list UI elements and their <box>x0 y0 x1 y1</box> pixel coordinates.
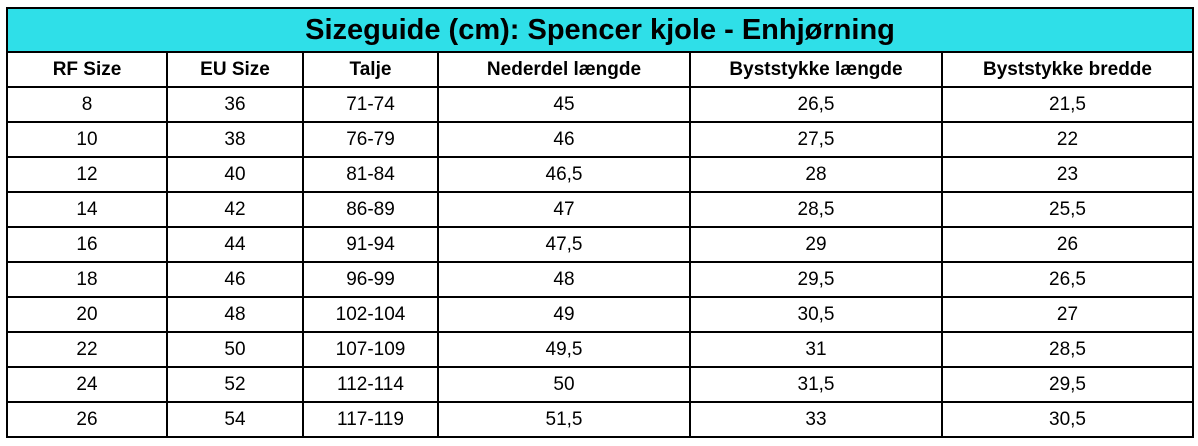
table-cell: 16 <box>6 226 168 263</box>
table-title: Sizeguide (cm): Spencer kjole - Enhjørni… <box>6 7 1194 53</box>
table-cell: 33 <box>689 401 943 438</box>
table-cell: 50 <box>437 366 691 403</box>
column-header: Nederdel længde <box>437 51 691 88</box>
table-cell: 102-104 <box>302 296 439 333</box>
column-header: Byststykke længde <box>689 51 943 88</box>
table-cell: 107-109 <box>302 331 439 368</box>
header-row: RF Size EU Size Talje Nederdel længde Bystst… <box>6 51 1194 88</box>
table-cell: 54 <box>166 401 304 438</box>
column-header: Byststykke bredde <box>941 51 1194 88</box>
table-cell: 27,5 <box>689 121 943 158</box>
table-cell: 31,5 <box>689 366 943 403</box>
table-cell: 26,5 <box>941 261 1194 298</box>
table-cell: 117-119 <box>302 401 439 438</box>
table-cell: 46,5 <box>437 156 691 193</box>
table-cell: 18 <box>6 261 168 298</box>
table-cell: 26,5 <box>689 86 943 123</box>
table-row: 12 40 81-84 46,5 28 23 <box>6 156 1194 193</box>
table-cell: 49,5 <box>437 331 691 368</box>
table-cell: 27 <box>941 296 1194 333</box>
table-cell: 45 <box>437 86 691 123</box>
table-cell: 28 <box>689 156 943 193</box>
table-cell: 51,5 <box>437 401 691 438</box>
table-cell: 25,5 <box>941 191 1194 228</box>
table-cell: 24 <box>6 366 168 403</box>
table-cell: 28,5 <box>941 331 1194 368</box>
table-cell: 29,5 <box>689 261 943 298</box>
table-row: 14 42 86-89 47 28,5 25,5 <box>6 191 1194 228</box>
table-row: 20 48 102-104 49 30,5 27 <box>6 296 1194 333</box>
table-cell: 48 <box>437 261 691 298</box>
table-cell: 91-94 <box>302 226 439 263</box>
table-row: 8 36 71-74 45 26,5 21,5 <box>6 86 1194 123</box>
table-cell: 81-84 <box>302 156 439 193</box>
table-cell: 26 <box>6 401 168 438</box>
table-cell: 76-79 <box>302 121 439 158</box>
table-cell: 21,5 <box>941 86 1194 123</box>
table-cell: 38 <box>166 121 304 158</box>
column-header: EU Size <box>166 51 304 88</box>
table-body: 8 36 71-74 45 26,5 21,5 10 38 76-79 46 27,5 22 12 40 8… <box>6 86 1194 438</box>
table-cell: 40 <box>166 156 304 193</box>
table-cell: 28,5 <box>689 191 943 228</box>
table-row: 16 44 91-94 47,5 29 26 <box>6 226 1194 263</box>
table-cell: 22 <box>6 331 168 368</box>
table-cell: 49 <box>437 296 691 333</box>
column-header: Talje <box>302 51 439 88</box>
table-cell: 10 <box>6 121 168 158</box>
table-cell: 36 <box>166 86 304 123</box>
table-row: 26 54 117-119 51,5 33 30,5 <box>6 401 1194 438</box>
table-cell: 31 <box>689 331 943 368</box>
table-cell: 26 <box>941 226 1194 263</box>
table-cell: 44 <box>166 226 304 263</box>
table-cell: 12 <box>6 156 168 193</box>
table-cell: 14 <box>6 191 168 228</box>
table-cell: 47 <box>437 191 691 228</box>
table-cell: 50 <box>166 331 304 368</box>
table-cell: 42 <box>166 191 304 228</box>
table-cell: 96-99 <box>302 261 439 298</box>
table-row: 18 46 96-99 48 29,5 26,5 <box>6 261 1194 298</box>
table-cell: 30,5 <box>941 401 1194 438</box>
table-cell: 112-114 <box>302 366 439 403</box>
table-row: 24 52 112-114 50 31,5 29,5 <box>6 366 1194 403</box>
table-cell: 52 <box>166 366 304 403</box>
table-cell: 30,5 <box>689 296 943 333</box>
table-cell: 71-74 <box>302 86 439 123</box>
table-cell: 47,5 <box>437 226 691 263</box>
title-row: Sizeguide (cm): Spencer kjole - Enhjørni… <box>6 7 1194 53</box>
table-cell: 46 <box>437 121 691 158</box>
table-cell: 8 <box>6 86 168 123</box>
table-row: 10 38 76-79 46 27,5 22 <box>6 121 1194 158</box>
table-cell: 29,5 <box>941 366 1194 403</box>
column-header: RF Size <box>6 51 168 88</box>
table-cell: 22 <box>941 121 1194 158</box>
table-row: 22 50 107-109 49,5 31 28,5 <box>6 331 1194 368</box>
table-cell: 29 <box>689 226 943 263</box>
table-cell: 86-89 <box>302 191 439 228</box>
table-cell: 46 <box>166 261 304 298</box>
size-table: Sizeguide (cm): Spencer kjole - Enhjørni… <box>6 7 1194 438</box>
table-cell: 48 <box>166 296 304 333</box>
table-cell: 23 <box>941 156 1194 193</box>
table-cell: 20 <box>6 296 168 333</box>
